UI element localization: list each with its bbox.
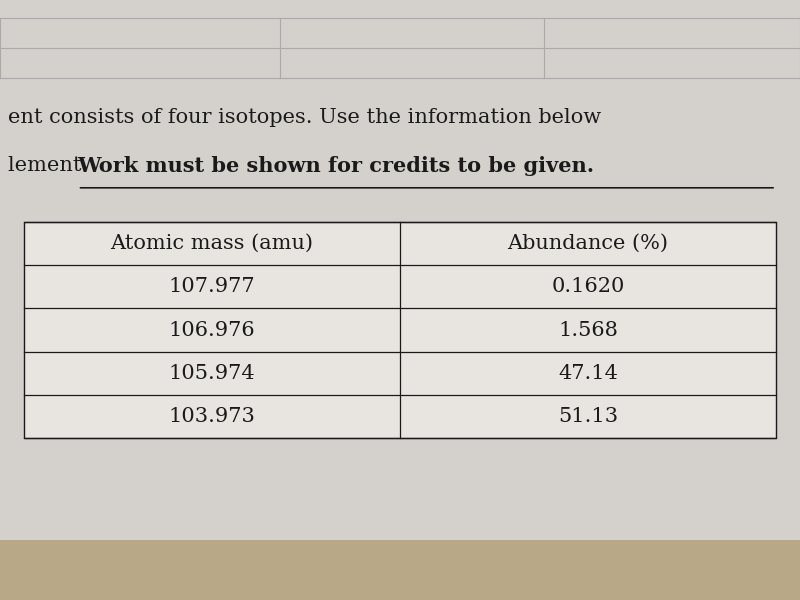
Text: Work must be shown for credits to be given.: Work must be shown for credits to be giv… [78,156,594,176]
Text: Abundance (%): Abundance (%) [507,234,669,253]
FancyBboxPatch shape [24,222,776,438]
Text: 107.977: 107.977 [169,277,255,296]
Text: 103.973: 103.973 [169,407,255,426]
Text: 0.1620: 0.1620 [551,277,625,296]
Text: ent consists of four isotopes. Use the information below: ent consists of four isotopes. Use the i… [8,108,601,127]
FancyBboxPatch shape [0,540,800,600]
Text: 105.974: 105.974 [169,364,255,383]
Text: 47.14: 47.14 [558,364,618,383]
Text: lement.: lement. [8,156,95,175]
Text: 1.568: 1.568 [558,320,618,340]
Text: 106.976: 106.976 [169,320,255,340]
Text: Atomic mass (amu): Atomic mass (amu) [110,234,314,253]
Text: 51.13: 51.13 [558,407,618,426]
